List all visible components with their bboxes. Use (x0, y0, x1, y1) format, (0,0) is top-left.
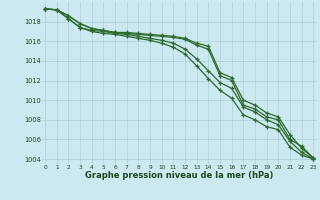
X-axis label: Graphe pression niveau de la mer (hPa): Graphe pression niveau de la mer (hPa) (85, 171, 273, 180)
